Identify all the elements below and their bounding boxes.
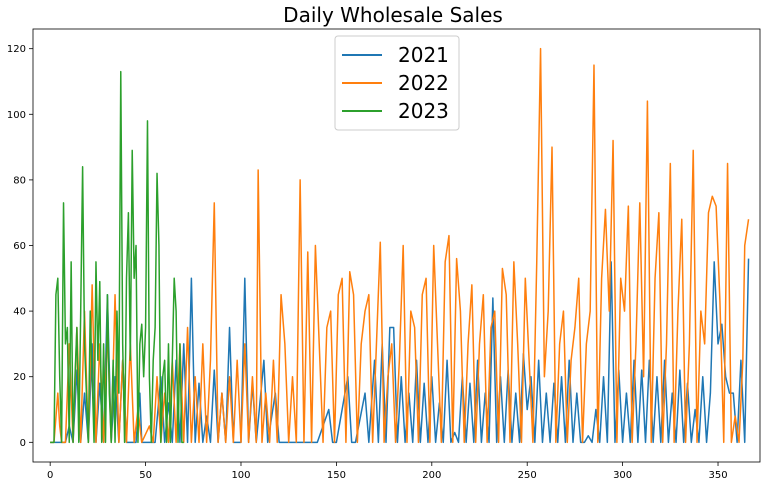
series-line-2021 [50,258,750,444]
y-tick-label: 60 [13,241,26,252]
x-tick-label: 200 [422,470,441,481]
legend: 2021 2022 2023 [334,35,460,131]
y-tick-label: 100 [7,110,26,121]
y-tick-label: 80 [13,175,26,186]
x-tick-label: 150 [327,470,346,481]
x-tick-label: 300 [613,470,632,481]
y-tick-label: 40 [13,307,26,318]
x-tick-label: 250 [518,470,537,481]
series-line-2023 [50,70,184,444]
legend-label-2021: 2021 [398,43,449,67]
x-tick-label: 350 [708,470,727,481]
legend-label-2023: 2023 [398,99,449,123]
x-tick-label: 50 [139,470,152,481]
chart-title: Daily Wholesale Sales [283,3,503,27]
series-group [50,47,750,444]
legend-label-2022: 2022 [398,71,449,95]
y-tick-label: 20 [13,372,26,383]
y-tick-label: 0 [20,438,26,449]
y-tick-label: 120 [7,44,26,55]
x-tick-label: 100 [231,470,250,481]
legend-box [334,35,460,131]
x-axis: 0 50 100 150 200 250 300 350 [47,462,728,481]
y-axis: 0 20 40 60 80 100 120 [7,44,33,449]
x-tick-label: 0 [47,470,53,481]
